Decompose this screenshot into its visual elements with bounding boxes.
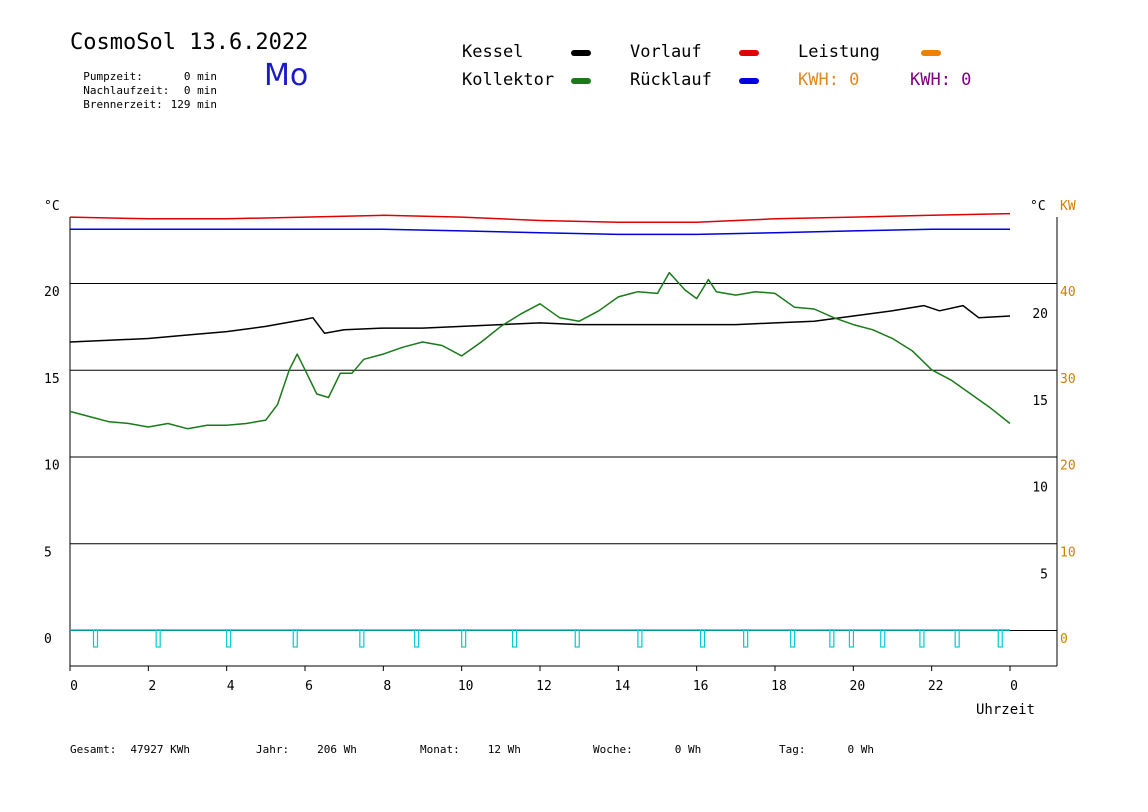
y-tick-label-kw: 10 xyxy=(1060,545,1076,560)
legend-ruecklauf-swatch xyxy=(739,78,759,84)
x-tick-label: 20 xyxy=(850,679,866,694)
footer-value: 0 Wh xyxy=(674,743,702,756)
legend-kollektor: Kollektor xyxy=(462,70,555,90)
legend-vorlauf-swatch xyxy=(739,50,759,56)
y-tick-label-left: 15 xyxy=(44,372,60,387)
x-tick-label: 0 xyxy=(1010,679,1018,694)
footer-value: 0 Wh xyxy=(847,743,875,756)
footer-value: 206 Wh xyxy=(317,743,357,756)
y-tick-label-left: 10 xyxy=(44,459,60,474)
y-tick-label-kw: 20 xyxy=(1060,459,1076,474)
x-tick-label: 0 xyxy=(70,679,78,694)
pump-pulse xyxy=(848,629,855,648)
y-tick-label-right: 5 xyxy=(1040,567,1048,582)
legend-kollektor-swatch xyxy=(571,78,591,84)
pump-pulse xyxy=(699,629,706,648)
x-tick-label: 12 xyxy=(536,679,552,694)
footer-value: 12 Wh xyxy=(487,743,521,756)
info-pumpzeit: Pumpzeit: 0 min xyxy=(70,57,217,83)
legend-vorlauf: Vorlauf xyxy=(630,42,702,62)
info-value: 0 min xyxy=(183,70,217,83)
pump-pulse xyxy=(997,629,1003,648)
footer-label: Jahr: xyxy=(256,743,290,756)
x-tick-label: 6 xyxy=(305,679,313,694)
pump-pulse xyxy=(829,629,835,648)
info-nachlaufzeit: Nachlaufzeit: 0 min xyxy=(70,71,217,97)
x-tick-label: 22 xyxy=(928,679,944,694)
y-tick-label-left: 0 xyxy=(44,632,52,647)
footer-value: 47927 KWh xyxy=(130,743,190,756)
grid-layer xyxy=(69,217,1058,671)
x-tick-label: 18 xyxy=(771,679,787,694)
y-axis-unit-left: °C xyxy=(44,199,60,214)
y-tick-label-right: 20 xyxy=(1032,307,1048,322)
y-tick-label-left: 20 xyxy=(44,285,60,300)
legend-leistung-swatch xyxy=(921,50,941,56)
pump-pulse xyxy=(414,629,420,648)
pump-pulse xyxy=(574,629,580,648)
series-line-kollektor xyxy=(69,271,1011,430)
series-line-vorlauf xyxy=(69,212,1011,224)
footer-label: Monat: xyxy=(420,743,460,756)
pump-pulse xyxy=(92,629,99,648)
x-axis-label: Uhrzeit xyxy=(976,702,1035,718)
pump-pulse xyxy=(292,629,298,648)
x-tick-label: 8 xyxy=(383,679,391,694)
y-tick-label-kw: 0 xyxy=(1060,632,1068,647)
pump-pulse xyxy=(155,629,161,648)
pump-pulse xyxy=(511,629,518,648)
footer-label: Tag: xyxy=(779,743,806,756)
y-tick-label-kw: 30 xyxy=(1060,372,1076,387)
y-axis-unit-kw: KW xyxy=(1060,199,1076,214)
info-value: 0 min xyxy=(183,84,217,97)
pump-pulse xyxy=(954,629,960,648)
legend-kwh-purple: KWH: 0 xyxy=(910,70,972,90)
footer-woche: Woche: 0 Wh xyxy=(593,743,701,756)
info-label: Nachlaufzeit: xyxy=(83,84,170,97)
legend-ruecklauf: Rücklauf xyxy=(630,70,712,90)
footer-jahr: Jahr: 206 Wh xyxy=(256,743,357,756)
info-brennerzeit: Brennerzeit: 129 min xyxy=(70,85,217,111)
chart-title: CosmoSol 13.6.2022 xyxy=(70,30,309,55)
footer-label: Gesamt: xyxy=(70,743,117,756)
x-tick-label: 4 xyxy=(227,679,235,694)
legend-kessel: Kessel xyxy=(462,42,524,62)
info-label: Brennerzeit: xyxy=(83,98,163,111)
series-line-rcklauf xyxy=(70,228,1010,236)
x-tick-label: 10 xyxy=(458,679,474,694)
y-tick-label-left: 5 xyxy=(44,545,52,560)
legend-leistung: Leistung xyxy=(798,42,880,62)
y-tick-label-right: 10 xyxy=(1032,481,1048,496)
series-line-kessel xyxy=(69,304,1011,343)
footer-label: Woche: xyxy=(593,743,633,756)
pump-pulse xyxy=(743,629,749,648)
pump-pulse xyxy=(790,629,796,648)
pump-pulse xyxy=(226,629,232,648)
legend-kessel-swatch xyxy=(571,50,591,56)
series-layer xyxy=(69,212,1011,648)
y-tick-label-kw: 40 xyxy=(1060,285,1076,300)
pump-pulse xyxy=(919,629,925,648)
info-label: Pumpzeit: xyxy=(83,70,143,83)
legend-kwh-orange: KWH: 0 xyxy=(798,70,860,90)
y-tick-label-right: 15 xyxy=(1032,394,1048,409)
pump-pulse xyxy=(880,629,886,648)
footer-gesamt: Gesamt: 47927 KWh xyxy=(70,743,190,756)
label-layer: 0 5 10 15 20 5 10 15 20 0 10 20 30 40 0 2 4 6 8 10 12 14 16 18 2… xyxy=(44,199,1076,718)
footer-monat: Monat: 12 Wh xyxy=(420,743,521,756)
pump-pulse xyxy=(461,629,467,648)
y-axis-unit-right: °C xyxy=(1030,199,1046,214)
x-tick-label: 16 xyxy=(693,679,709,694)
pump-pulse xyxy=(359,629,365,648)
info-value: 129 min xyxy=(170,98,217,111)
footer-tag: Tag: 0 Wh xyxy=(779,743,874,756)
weekday-label: Mo xyxy=(264,58,309,93)
pump-pulse xyxy=(637,629,643,648)
x-tick-label: 2 xyxy=(148,679,156,694)
x-tick-label: 14 xyxy=(615,679,631,694)
